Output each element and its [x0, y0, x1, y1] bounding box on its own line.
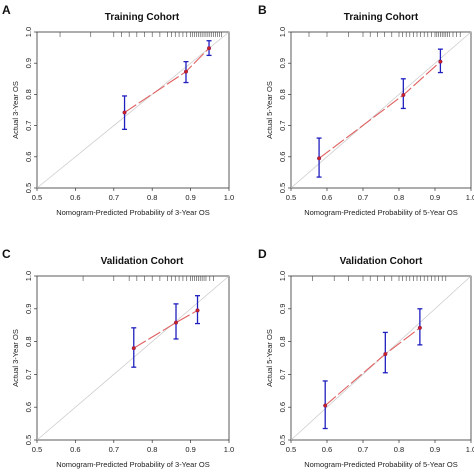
y-tick-label: 0.5	[24, 435, 33, 445]
data-point	[438, 59, 443, 64]
x-tick-label: 0.6	[322, 193, 332, 202]
data-point	[206, 46, 212, 51]
y-tick-label: 0.7	[278, 369, 287, 379]
data-point	[122, 110, 127, 115]
x-tick-label: 1.0	[466, 445, 474, 454]
panel-letter: B	[258, 3, 267, 17]
y-tick-label: 0.9	[278, 58, 287, 68]
panel-b: Training Cohort B 0.5 0.6 0.7 0.8 0.9 1.0 0.5 0.6…	[258, 3, 474, 217]
y-tick-label: 0.5	[278, 435, 287, 445]
x-tick-label: 0.5	[286, 193, 296, 202]
data-point	[195, 308, 200, 313]
data-point	[131, 346, 136, 351]
x-axis-label: Nomogram-Predicted Probability of 3-Year…	[56, 460, 210, 469]
panel-letter: C	[2, 247, 11, 261]
plot-frame	[290, 275, 472, 441]
calibration-line	[324, 327, 421, 406]
y-tick-label: 0.7	[278, 120, 287, 130]
x-tick-label: 0.8	[147, 445, 157, 454]
ideal-line	[36, 31, 230, 189]
y-tick-label: 0.9	[24, 58, 33, 68]
y-tick-label: 0.8	[278, 336, 287, 346]
x-tick-label: 0.8	[147, 193, 157, 202]
y-tick-label: 0.8	[278, 89, 287, 99]
x-tick-label: 0.6	[70, 445, 80, 454]
y-tick-label: 0.6	[278, 402, 287, 412]
y-tick-label: 0.7	[24, 120, 33, 130]
x-tick-label: 0.5	[286, 445, 296, 454]
x-tick-label: 0.6	[322, 445, 332, 454]
panel-title: Validation Cohort	[101, 256, 184, 267]
panel-letter: D	[258, 247, 267, 261]
x-axis-label: Nomogram-Predicted Probability of 3-Year…	[56, 208, 210, 217]
x-tick-label: 1.0	[224, 193, 234, 202]
y-tick-label: 0.5	[24, 183, 33, 193]
y-axis-label: Actual 5-Year OS	[265, 329, 274, 387]
x-tick-label: 0.9	[430, 193, 440, 202]
y-tick-label: 1.0	[24, 27, 33, 37]
x-axis-label: Nomogram-Predicted Probability of 5-Year…	[304, 208, 458, 217]
data-point	[417, 325, 422, 330]
plot-frame	[36, 31, 230, 189]
y-tick-label: 1.0	[24, 271, 33, 281]
plot-frame	[290, 31, 472, 189]
y-tick-label: 0.9	[278, 304, 287, 314]
y-axis-label: Actual 5-Year OS	[265, 81, 274, 139]
data-point	[173, 320, 179, 325]
data-point	[383, 352, 388, 357]
panel-c: Validation Cohort C 0.5 0.6 0.7 0.8 0.9 1.0 0.5 0…	[2, 247, 234, 469]
y-tick-label: 0.8	[24, 336, 33, 346]
panel-a: Training Cohort A 0.5 0.6 0.7 0.8 0.9 1.0 0.5 0.6…	[2, 3, 234, 217]
y-tick-label: 0.9	[24, 304, 33, 314]
x-tick-label: 0.5	[32, 445, 42, 454]
x-tick-label: 0.9	[430, 445, 440, 454]
plot-frame	[36, 275, 230, 441]
y-tick-label: 0.6	[24, 402, 33, 412]
y-tick-label: 0.5	[278, 183, 287, 193]
data-point	[183, 69, 189, 74]
x-tick-label: 0.6	[70, 193, 80, 202]
x-tick-label: 1.0	[466, 193, 474, 202]
data-point	[323, 403, 328, 408]
x-tick-label: 0.7	[109, 193, 119, 202]
data-point	[401, 92, 406, 98]
y-tick-label: 0.6	[278, 152, 287, 162]
y-tick-label: 0.6	[24, 152, 33, 162]
x-tick-label: 1.0	[224, 445, 234, 454]
y-tick-label: 0.8	[24, 89, 33, 99]
calibration-line	[133, 309, 198, 349]
y-tick-label: 1.0	[278, 271, 287, 281]
panel-title: Training Cohort	[344, 12, 419, 23]
panel-title: Validation Cohort	[340, 256, 423, 267]
y-axis-label: Actual 3-Year OS	[11, 81, 20, 139]
x-tick-label: 0.5	[32, 193, 42, 202]
ideal-line	[290, 31, 472, 189]
panel-letter: A	[2, 3, 11, 17]
x-tick-label: 0.7	[358, 445, 368, 454]
x-tick-label: 0.9	[185, 445, 195, 454]
calibration-line	[124, 47, 210, 113]
x-tick-label: 0.7	[358, 193, 368, 202]
x-axis-label: Nomogram-Predicted Probability of 5-Year…	[304, 460, 458, 469]
panel-d: Validation Cohort D 0.5 0.6 0.7 0.8 0.9 1.0 0.5 0…	[258, 247, 474, 469]
data-point	[317, 156, 322, 161]
panel-title: Training Cohort	[105, 12, 180, 23]
calibration-line	[318, 61, 441, 159]
y-tick-label: 1.0	[278, 27, 287, 37]
x-tick-label: 0.9	[185, 193, 195, 202]
x-tick-label: 0.7	[109, 445, 119, 454]
x-tick-label: 0.8	[394, 445, 404, 454]
x-tick-label: 0.8	[394, 193, 404, 202]
ideal-line	[36, 275, 230, 441]
y-tick-label: 0.7	[24, 369, 33, 379]
y-axis-label: Actual 3-Year OS	[11, 329, 20, 387]
